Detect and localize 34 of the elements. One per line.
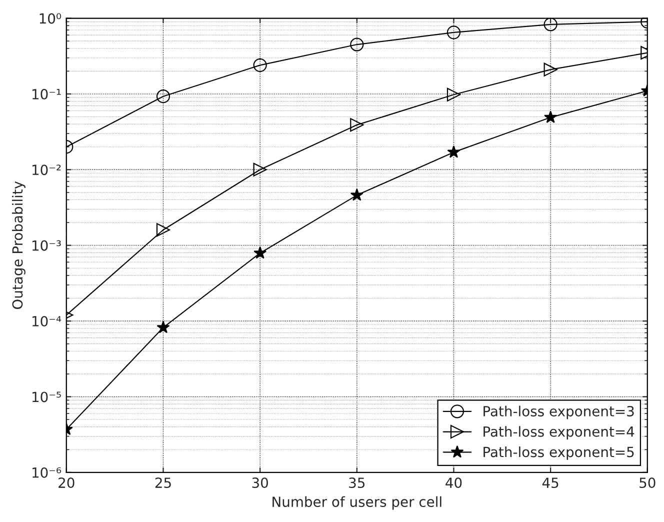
point <box>544 18 558 32</box>
point <box>544 62 558 76</box>
x-tick-label: 40 <box>446 478 462 488</box>
point <box>350 38 364 52</box>
point <box>156 320 170 334</box>
x-tick-label: 25 <box>155 478 171 488</box>
x-tick-label: 45 <box>542 478 558 488</box>
point <box>156 90 170 104</box>
x-tick-label: 30 <box>252 478 268 488</box>
point <box>253 162 267 176</box>
y-tick-label: 10⁰ <box>40 13 62 24</box>
y-tick-label: 10⁻³ <box>32 240 61 251</box>
y-tick-label: 10⁻² <box>32 164 61 176</box>
legend-label: Path-loss exponent=3 <box>484 406 634 420</box>
y-axis-title: Outage Probability <box>12 181 26 309</box>
point <box>253 58 267 72</box>
point <box>447 145 460 158</box>
y-tick-label: 10⁻⁴ <box>32 316 62 327</box>
point <box>156 223 170 237</box>
point <box>446 26 461 40</box>
x-tick-label: 35 <box>349 478 365 488</box>
point <box>350 188 364 201</box>
point <box>544 110 558 124</box>
y-tick-label: 10⁻⁵ <box>32 392 61 402</box>
point <box>350 118 364 132</box>
legend-label: Path-loss exponent=5 <box>484 446 634 460</box>
x-axis-title: Number of users per cell <box>272 496 442 510</box>
y-tick-label: 10⁻¹ <box>32 88 61 100</box>
point <box>446 88 461 102</box>
y-tick-label: 10⁻⁶ <box>32 467 62 478</box>
x-tick-label: 50 <box>640 478 656 488</box>
legend-label: Path-loss exponent=4 <box>484 426 634 440</box>
x-tick-label: 20 <box>58 478 74 488</box>
point <box>254 246 267 259</box>
